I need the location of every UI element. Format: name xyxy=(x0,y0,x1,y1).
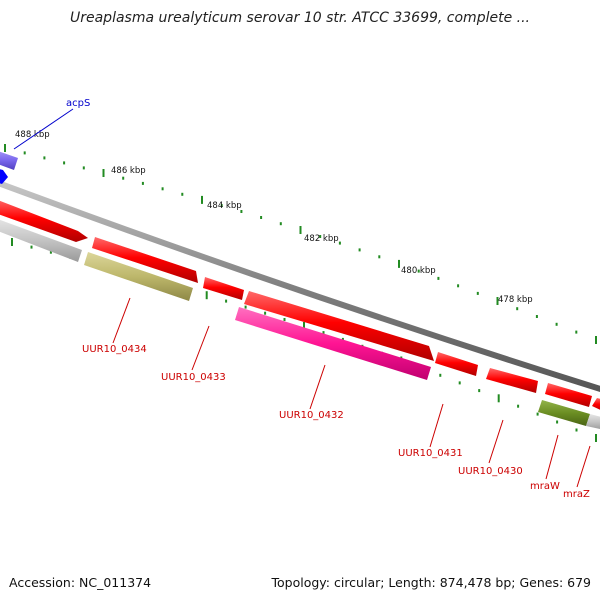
scale-label-480kbp: 480 kbp xyxy=(401,266,436,276)
inner-tick xyxy=(536,412,539,416)
inner-tick xyxy=(264,311,267,315)
scale-label-486kbp: 486 kbp xyxy=(111,166,146,176)
chromosome-backbone xyxy=(0,180,600,393)
label-leader-uur10-0430 xyxy=(488,419,504,464)
scale-tick xyxy=(299,226,302,234)
scale-tick xyxy=(516,307,519,311)
gene-label-acps[interactable]: acpS xyxy=(66,98,90,109)
inner-tick xyxy=(322,331,325,335)
label-leader-uur10-0431 xyxy=(429,403,444,448)
scale-label-478kbp: 478 kbp xyxy=(498,295,533,305)
gene-olive-block xyxy=(84,252,193,301)
scale-tick xyxy=(358,248,361,252)
scale-tick xyxy=(319,235,322,238)
gene-label-uur10-0432[interactable]: UUR10_0432 xyxy=(279,410,344,421)
scale-tick xyxy=(496,297,499,305)
scale-tick xyxy=(555,322,558,326)
scale-tick xyxy=(575,330,578,334)
gene-cds-upper-7 xyxy=(545,383,592,407)
label-leader-uur10-0433 xyxy=(191,325,210,371)
scale-ticks xyxy=(4,144,597,344)
gene-cds-upper-6 xyxy=(486,368,538,393)
label-leader-uur10-0434 xyxy=(112,297,131,344)
scale-tick xyxy=(201,195,203,204)
scale-label-484kbp: 484 kbp xyxy=(207,201,242,211)
gene-label-uur10-0433[interactable]: UUR10_0433 xyxy=(161,372,226,383)
scale-label-488kbp: 488 kbp xyxy=(15,130,50,140)
inner-tick xyxy=(303,322,305,330)
scale-tick xyxy=(23,151,26,155)
label-leader-uur10-0432 xyxy=(309,364,326,410)
gene-cds-upper-2 xyxy=(92,237,198,283)
scale-tick xyxy=(260,216,263,219)
inner-tick xyxy=(11,238,13,246)
scale-tick xyxy=(4,144,6,152)
scale-tick xyxy=(417,269,420,273)
gene-label-uur10-0434[interactable]: UUR10_0434 xyxy=(82,344,147,355)
inner-tick xyxy=(458,381,461,385)
gene-label-mraz[interactable]: mraZ xyxy=(563,489,590,500)
gene-cds-upper-3 xyxy=(203,277,244,300)
scale-tick xyxy=(279,222,282,226)
inner-tick xyxy=(30,245,33,249)
gene-green-block xyxy=(538,400,590,426)
scale-tick xyxy=(457,284,460,288)
scale-tick xyxy=(63,161,66,165)
inner-tick xyxy=(341,337,344,341)
gene-cds-upper-4 xyxy=(244,291,434,361)
scale-tick xyxy=(220,204,223,208)
gene-gray-block xyxy=(0,219,82,262)
scale-label-482kbp: 482 kbp xyxy=(304,234,339,244)
inner-tick xyxy=(595,434,597,442)
scale-tick xyxy=(122,176,125,180)
gene-label-mraw[interactable]: mraW xyxy=(530,481,560,492)
inner-tick xyxy=(575,428,578,432)
scale-tick xyxy=(240,210,243,213)
inner-tick xyxy=(225,299,228,303)
inner-tick xyxy=(283,318,286,321)
gene-gray-block-right xyxy=(586,414,600,429)
scale-tick xyxy=(338,241,341,245)
inner-tick xyxy=(497,394,500,403)
label-leader-mraz xyxy=(576,445,591,488)
label-leader-acps xyxy=(13,108,74,150)
gene-purple-block xyxy=(0,151,18,170)
gene-label-uur10-0430[interactable]: UUR10_0430 xyxy=(458,466,523,477)
gene-acps[interactable] xyxy=(0,168,8,184)
scale-tick xyxy=(476,291,479,295)
scale-tick xyxy=(595,336,597,344)
scale-tick xyxy=(181,192,184,196)
scale-tick xyxy=(535,315,538,318)
inner-tick xyxy=(556,420,559,424)
scale-tick xyxy=(378,255,381,259)
inner-tick xyxy=(439,373,442,377)
inner-tick xyxy=(478,389,481,393)
gene-cds-upper-5 xyxy=(435,352,478,376)
inner-tick xyxy=(244,305,247,309)
inner-tick xyxy=(49,250,52,254)
scale-tick xyxy=(437,276,440,280)
scale-tick xyxy=(102,169,105,177)
scale-tick xyxy=(82,166,85,170)
label-leader-mraw xyxy=(545,434,559,480)
gene-cds-upper-8 xyxy=(592,398,600,410)
inner-tick xyxy=(517,404,520,408)
gene-label-uur10-0431[interactable]: UUR10_0431 xyxy=(398,448,463,459)
footer-accession: Accession: NC_011374 xyxy=(9,575,152,590)
scale-tick xyxy=(43,156,46,160)
gene-pink-block xyxy=(235,307,431,380)
scale-tick xyxy=(141,181,144,185)
scale-tick xyxy=(161,187,164,191)
inner-tick xyxy=(205,291,208,300)
scale-tick xyxy=(398,259,400,268)
footer-stats: Topology: circular; Length: 874,478 bp; … xyxy=(271,575,592,590)
gene-cds-upper-1 xyxy=(0,200,88,242)
map-title: Ureaplasma urealyticum serovar 10 str. A… xyxy=(69,10,530,26)
